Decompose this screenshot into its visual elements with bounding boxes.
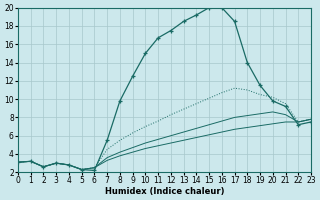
X-axis label: Humidex (Indice chaleur): Humidex (Indice chaleur) (105, 187, 224, 196)
